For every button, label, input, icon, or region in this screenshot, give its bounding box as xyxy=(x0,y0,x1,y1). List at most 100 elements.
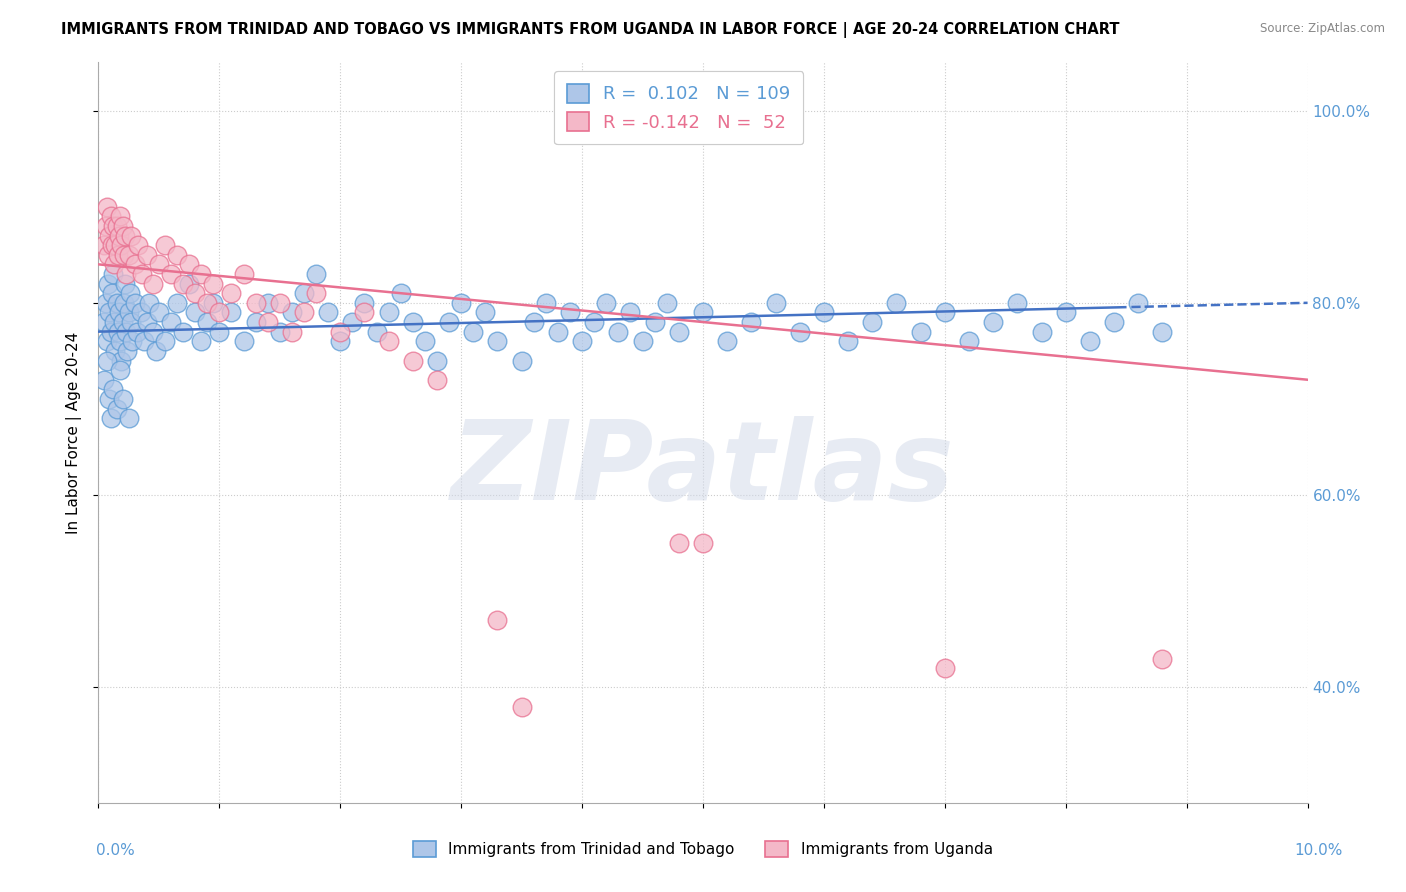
Point xyxy=(668,325,690,339)
Point xyxy=(765,295,787,310)
Point xyxy=(117,343,139,358)
Point xyxy=(510,353,533,368)
Point xyxy=(692,536,714,550)
Point xyxy=(1128,295,1150,310)
Point xyxy=(96,353,118,368)
Point xyxy=(1054,305,1077,319)
Point xyxy=(134,334,156,349)
Point xyxy=(523,315,546,329)
Point xyxy=(98,228,121,243)
Point xyxy=(486,334,509,349)
Point xyxy=(292,305,315,319)
Legend: Immigrants from Trinidad and Tobago, Immigrants from Uganda: Immigrants from Trinidad and Tobago, Imm… xyxy=(404,832,1002,866)
Point xyxy=(103,257,125,271)
Point xyxy=(166,248,188,262)
Point xyxy=(1102,315,1125,329)
Point xyxy=(281,305,304,319)
Point xyxy=(118,286,141,301)
Point xyxy=(463,325,485,339)
Point xyxy=(245,295,267,310)
Point xyxy=(607,325,630,339)
Point xyxy=(108,305,131,319)
Point xyxy=(114,228,136,243)
Point xyxy=(281,325,304,339)
Y-axis label: In Labor Force | Age 20-24: In Labor Force | Age 20-24 xyxy=(66,332,82,533)
Point xyxy=(981,315,1004,329)
Point xyxy=(100,286,122,301)
Point xyxy=(114,277,136,291)
Text: 0.0%: 0.0% xyxy=(96,843,135,858)
Point xyxy=(94,219,117,233)
Point xyxy=(105,219,128,233)
Point xyxy=(104,343,127,358)
Point xyxy=(112,248,135,262)
Point xyxy=(1078,334,1101,349)
Point xyxy=(316,305,339,319)
Point xyxy=(110,238,132,252)
Point xyxy=(101,382,124,396)
Point xyxy=(118,248,141,262)
Point xyxy=(98,305,121,319)
Point xyxy=(221,286,243,301)
Point xyxy=(668,536,690,550)
Point xyxy=(129,305,152,319)
Point xyxy=(256,295,278,310)
Point xyxy=(184,305,207,319)
Point xyxy=(111,392,134,406)
Legend: R =  0.102   N = 109, R = -0.142   N =  52: R = 0.102 N = 109, R = -0.142 N = 52 xyxy=(554,71,803,145)
Point xyxy=(377,305,399,319)
Point xyxy=(100,209,122,223)
Point xyxy=(426,353,449,368)
Text: 10.0%: 10.0% xyxy=(1295,843,1343,858)
Point xyxy=(97,248,120,262)
Point xyxy=(124,295,146,310)
Point xyxy=(486,613,509,627)
Point xyxy=(145,343,167,358)
Point xyxy=(402,315,425,329)
Point xyxy=(692,305,714,319)
Point xyxy=(450,295,472,310)
Point xyxy=(195,295,218,310)
Point xyxy=(957,334,980,349)
Point xyxy=(571,334,593,349)
Point xyxy=(547,325,569,339)
Point xyxy=(353,305,375,319)
Point xyxy=(860,315,883,329)
Point xyxy=(179,277,201,291)
Point xyxy=(190,334,212,349)
Point xyxy=(184,286,207,301)
Point xyxy=(655,295,678,310)
Point xyxy=(93,373,115,387)
Point xyxy=(740,315,762,329)
Point xyxy=(232,334,254,349)
Point xyxy=(329,334,352,349)
Point xyxy=(910,325,932,339)
Point xyxy=(1007,295,1029,310)
Point xyxy=(131,267,153,281)
Point xyxy=(166,295,188,310)
Point xyxy=(111,219,134,233)
Point xyxy=(1031,325,1053,339)
Point xyxy=(94,295,117,310)
Point xyxy=(256,315,278,329)
Point xyxy=(195,315,218,329)
Point xyxy=(115,267,138,281)
Point xyxy=(148,305,170,319)
Point xyxy=(221,305,243,319)
Point xyxy=(292,286,315,301)
Point xyxy=(105,295,128,310)
Point xyxy=(644,315,666,329)
Point xyxy=(208,305,231,319)
Point xyxy=(510,699,533,714)
Point xyxy=(120,315,142,329)
Point xyxy=(789,325,811,339)
Point xyxy=(100,238,122,252)
Point xyxy=(269,325,291,339)
Point xyxy=(595,295,617,310)
Point xyxy=(103,315,125,329)
Point xyxy=(402,353,425,368)
Point xyxy=(160,315,183,329)
Point xyxy=(124,257,146,271)
Point xyxy=(101,219,124,233)
Point xyxy=(631,334,654,349)
